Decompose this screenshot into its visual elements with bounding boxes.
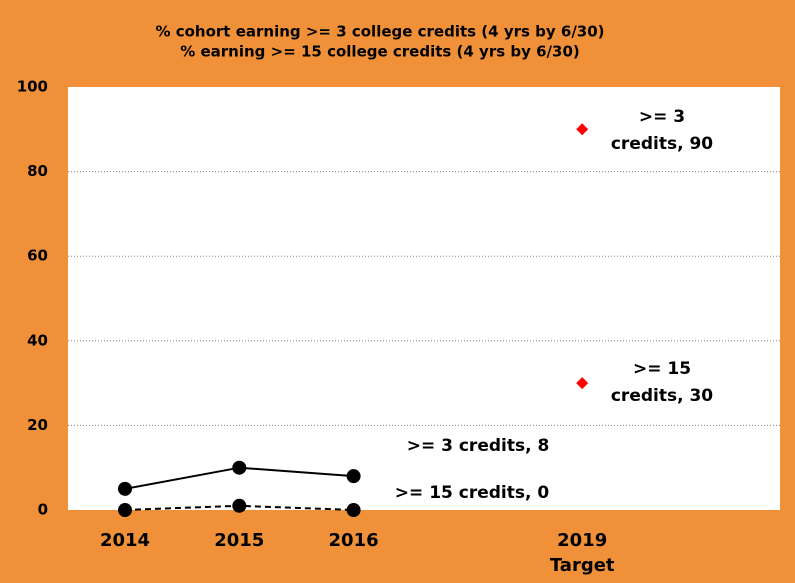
y-tick-label: 100 [17,78,48,96]
x-tick-sublabel: Target [550,555,615,576]
annotation: >= 15 credits, 0 [395,483,550,503]
annotation: >= 15 [633,359,691,379]
annotation: >= 3 credits, 8 [407,436,550,456]
x-tick-label: 2019 [557,530,607,551]
marker [232,460,247,475]
annotation: credits, 90 [611,134,713,154]
y-tick-label: 0 [38,501,48,519]
marker [346,469,361,484]
y-tick-label: 40 [27,331,48,349]
marker [118,503,132,517]
plot-area [68,87,780,510]
y-tick-label: 60 [27,247,48,265]
marker [576,123,589,136]
x-tick-label: 2016 [329,530,379,551]
x-tick-label: 2014 [100,530,150,551]
marker [232,498,247,513]
chart-title: % earning >= 15 college credits (4 yrs b… [180,43,580,61]
x-tick-label: 2015 [214,530,264,551]
chart-title: % cohort earning >= 3 college credits (4… [155,23,604,41]
marker [346,503,361,517]
annotation: >= 3 [639,107,685,127]
marker [118,481,132,496]
marker [576,377,589,390]
y-tick-label: 80 [27,162,48,180]
y-tick-label: 20 [27,416,48,434]
annotation: credits, 30 [611,386,713,406]
